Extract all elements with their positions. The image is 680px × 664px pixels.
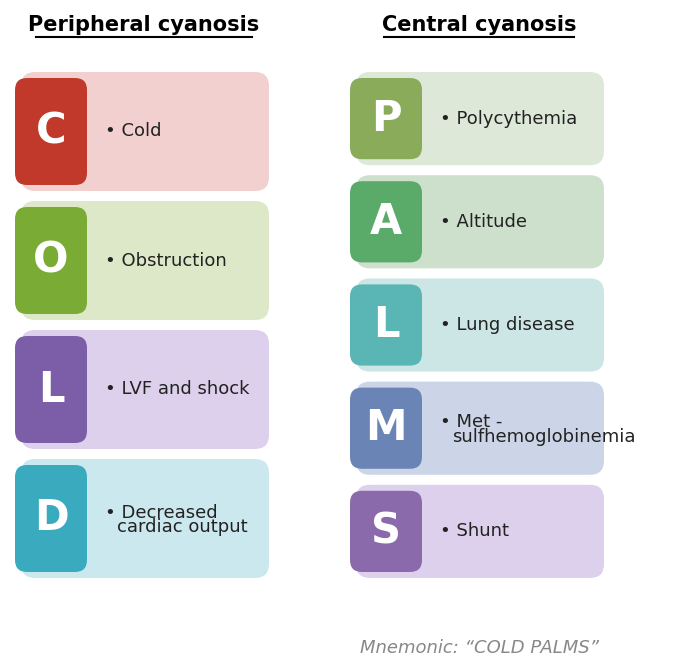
Text: M: M <box>365 407 407 450</box>
FancyBboxPatch shape <box>21 330 269 449</box>
FancyBboxPatch shape <box>356 485 604 578</box>
FancyBboxPatch shape <box>15 78 87 185</box>
Text: P: P <box>371 98 401 139</box>
Text: cardiac output: cardiac output <box>117 519 248 537</box>
FancyBboxPatch shape <box>356 278 604 372</box>
Text: • Lung disease: • Lung disease <box>440 316 575 334</box>
Text: sulfhemoglobinemia: sulfhemoglobinemia <box>452 428 636 446</box>
Text: L: L <box>373 304 399 346</box>
FancyBboxPatch shape <box>21 459 269 578</box>
Text: D: D <box>34 497 68 539</box>
Text: • Cold: • Cold <box>105 122 162 141</box>
Text: L: L <box>37 369 65 410</box>
FancyBboxPatch shape <box>15 336 87 443</box>
Text: C: C <box>35 110 67 153</box>
Text: • LVF and shock: • LVF and shock <box>105 380 250 398</box>
Text: Peripheral cyanosis: Peripheral cyanosis <box>29 15 260 35</box>
FancyBboxPatch shape <box>21 72 269 191</box>
Text: S: S <box>371 511 401 552</box>
Text: • Shunt: • Shunt <box>440 523 509 540</box>
FancyBboxPatch shape <box>15 207 87 314</box>
FancyBboxPatch shape <box>350 78 422 159</box>
FancyBboxPatch shape <box>356 382 604 475</box>
FancyBboxPatch shape <box>356 72 604 165</box>
FancyBboxPatch shape <box>21 201 269 320</box>
Text: O: O <box>33 240 69 282</box>
Text: • Polycythemia: • Polycythemia <box>440 110 577 127</box>
Text: Central cyanosis: Central cyanosis <box>381 15 576 35</box>
Text: • Decreased: • Decreased <box>105 503 218 521</box>
Text: • Met -: • Met - <box>440 413 503 431</box>
Text: • Altitude: • Altitude <box>440 212 527 231</box>
Text: Mnemonic: “COLD PALMS”: Mnemonic: “COLD PALMS” <box>360 639 598 657</box>
FancyBboxPatch shape <box>356 175 604 268</box>
FancyBboxPatch shape <box>350 181 422 262</box>
Text: • Obstruction: • Obstruction <box>105 252 226 270</box>
FancyBboxPatch shape <box>350 388 422 469</box>
Text: A: A <box>370 201 402 243</box>
FancyBboxPatch shape <box>350 284 422 366</box>
FancyBboxPatch shape <box>15 465 87 572</box>
FancyBboxPatch shape <box>350 491 422 572</box>
